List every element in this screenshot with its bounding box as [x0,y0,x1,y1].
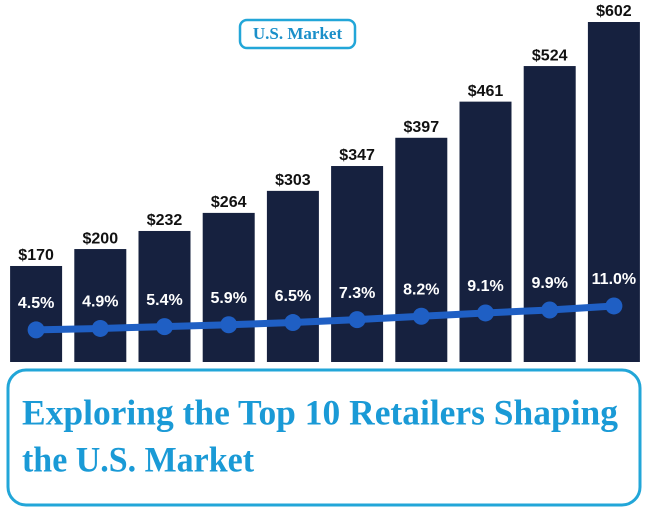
line-point [91,319,109,337]
bar [10,265,63,362]
badge-box [238,18,357,50]
line-point [284,314,302,332]
line-point [605,297,623,315]
line-point [220,316,238,334]
caption-line: Exploring the Top 10 Retailers Shaping [22,392,618,432]
bar-value-label: $264 [211,194,247,211]
badge-text: U.S. Market [253,24,343,43]
line-value-label: 4.9% [82,294,118,311]
bar [74,249,127,362]
bar [331,166,384,362]
line-value-label: 7.3% [339,285,375,302]
line-value-label: 4.5% [18,295,54,312]
line-value-label: 9.1% [467,278,503,295]
bar-value-label: $347 [339,147,375,164]
bar-value-label: $303 [275,172,311,189]
line-value-label: 9.9% [531,275,567,292]
bar [266,190,319,362]
bar [202,212,255,362]
bar-value-label: $461 [468,83,504,100]
plot: $170 $200 $232 $264 $303 $347 $397 $461 $524 $602… [10,3,640,362]
bar [138,230,191,362]
line-value-label: 11.0% [592,271,636,288]
line-point [27,321,45,339]
line-point [477,304,494,322]
bar-value-label: $170 [18,247,54,264]
line-point [541,301,559,319]
bar [395,137,448,362]
line-point [412,307,430,325]
bar-value-label: $232 [147,212,183,229]
line-point [348,311,366,329]
line-value-label: 6.5% [275,288,311,305]
line-value-label: 8.2% [403,281,439,298]
line [36,302,615,334]
bar-value-label: $524 [532,47,568,64]
caption-line: the U.S. Market [22,439,254,479]
bar [459,101,512,362]
line-value-label: 5.4% [146,292,182,309]
line-value-label: 5.9% [210,290,246,307]
bar-value-label: $602 [596,3,632,20]
caption-box [6,368,642,507]
bar-value-label: $200 [83,230,119,247]
line-point [156,318,173,336]
bar-value-label: $397 [404,119,440,136]
